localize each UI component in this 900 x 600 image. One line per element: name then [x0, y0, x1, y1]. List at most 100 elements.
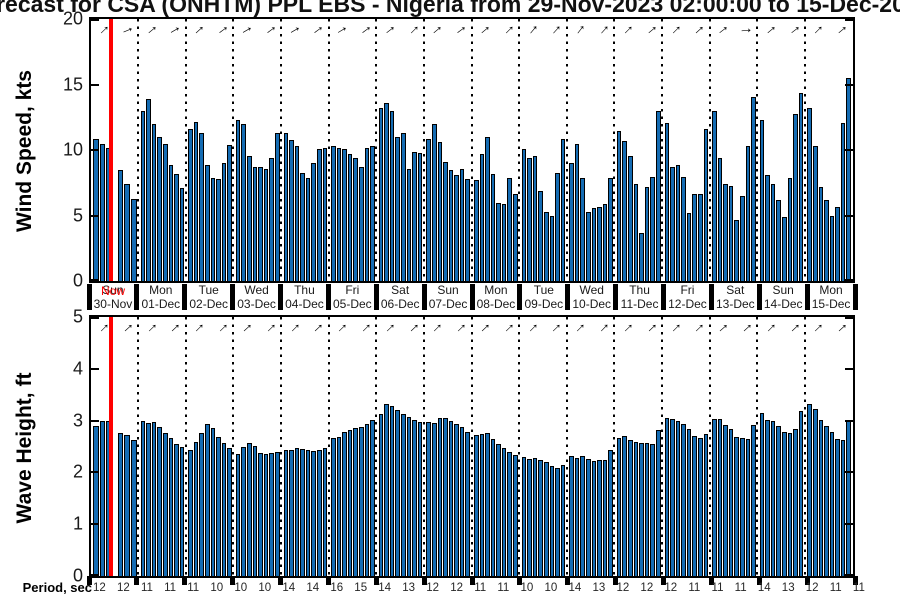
wind-bar: [140, 111, 146, 281]
wind-bar: [485, 137, 490, 281]
wave-day-tick: [708, 576, 714, 585]
day-date-label: 01-Dec: [141, 296, 181, 311]
wind-bar: [527, 158, 532, 281]
wind-bar: [560, 138, 566, 281]
wave-bar: [543, 462, 549, 576]
wind-bar: [305, 177, 311, 281]
day-divider-tick: [852, 284, 858, 310]
wind-bar: [454, 175, 459, 281]
day-divider-tick: [230, 284, 236, 310]
day-label: Tue 02-Dec: [185, 283, 233, 312]
wave-bar: [793, 429, 798, 576]
wave-day-group: [280, 317, 330, 576]
wave-direction-arrows: → → → → → → → → → → → → → → → → → → → → → → → → → → → → → → → →: [91, 315, 853, 338]
wind-bar: [807, 108, 812, 281]
wave-ytick-mark: [91, 523, 99, 526]
wind-bar: [401, 133, 406, 281]
wave-bar: [283, 450, 289, 576]
wave-bar: [401, 413, 406, 576]
wind-bar: [347, 154, 353, 281]
wave-bar: [759, 412, 765, 576]
wind-bar: [294, 146, 300, 281]
wave-bar: [765, 419, 770, 576]
day-date-label: 06-Dec: [380, 296, 420, 311]
wave-ytick-mark: [91, 471, 99, 474]
day-divider-tick: [182, 284, 188, 310]
wind-bar: [479, 154, 485, 281]
wave-bar: [717, 418, 723, 576]
day-label: Tue 09-Dec: [520, 283, 568, 312]
wind-ytick-mark: [91, 83, 99, 86]
wind-bar: [117, 169, 124, 281]
wind-bar: [437, 142, 443, 281]
wave-bar: [263, 454, 269, 576]
wave-ytick-label: 0: [72, 565, 83, 586]
day-boundary-gridline: [708, 317, 711, 576]
day-divider-tick: [661, 284, 666, 310]
wave-bar: [712, 418, 717, 576]
period-value: 13: [402, 582, 416, 594]
day-of-week-label: Sat: [726, 283, 745, 297]
period-value: 11: [164, 582, 177, 594]
wave-bar: [574, 457, 580, 576]
wind-ytick-mark: [91, 149, 99, 151]
day-divider-tick: [86, 284, 92, 310]
day-label: Mon 01-Dec: [137, 283, 185, 312]
wave-bar: [824, 425, 829, 576]
now-label: Now: [100, 284, 125, 298]
wind-ytick-mark: [845, 214, 853, 217]
wind-bar: [501, 204, 507, 281]
wave-bar: [252, 445, 258, 576]
day-label: Sun 14-Dec: [759, 283, 807, 312]
wave-bar: [146, 422, 151, 576]
day-of-week-label: Sun: [772, 283, 794, 297]
wind-bar: [580, 177, 585, 281]
wind-bar: [311, 163, 316, 281]
period-value: 14: [378, 582, 392, 594]
wind-bar: [353, 158, 359, 281]
wind-bar: [322, 147, 328, 281]
wind-bar: [130, 198, 137, 281]
wind-bar: [431, 124, 437, 281]
wind-bar: [723, 184, 728, 281]
wave-bar: [204, 424, 210, 576]
wave-day-group: [756, 317, 806, 576]
wind-bar: [829, 215, 835, 281]
wave-ytick-mark: [845, 574, 853, 576]
wind-bar: [490, 173, 496, 281]
day-of-week-label: Sun: [437, 283, 459, 297]
day-boundary-gridline: [375, 317, 378, 576]
wave-day-group: [803, 317, 853, 576]
wave-bar: [412, 419, 417, 576]
wind-bar: [331, 146, 336, 281]
wind-bar: [776, 200, 782, 281]
wave-day-group: [661, 317, 711, 576]
wind-bar: [712, 111, 717, 281]
day-label: Fri 05-Dec: [328, 283, 376, 312]
wind-bar: [644, 187, 650, 281]
wind-bar: [412, 151, 417, 281]
wave-bar: [740, 438, 745, 576]
wave-bar: [549, 466, 555, 576]
wave-bar: [507, 452, 513, 576]
wave-bar: [384, 404, 389, 576]
day-date-label: 11-Dec: [620, 296, 659, 311]
wind-bar: [426, 138, 431, 281]
wave-bar: [591, 460, 597, 576]
day-boundary-gridline: [803, 19, 806, 281]
day-divider-tick: [134, 284, 140, 310]
wind-bar: [521, 149, 527, 281]
wave-bar: [437, 417, 443, 576]
wave-day-tick: [325, 576, 331, 585]
wave-day-tick: [613, 576, 619, 585]
wave-day-group: [184, 317, 234, 576]
wave-bar: [692, 435, 697, 576]
period-value: 16: [330, 582, 344, 594]
wind-bar: [664, 122, 670, 281]
day-of-week-label: Fri: [345, 283, 360, 297]
period-value: 12: [426, 582, 440, 594]
wave-bar: [597, 460, 602, 576]
wind-ytick-mark: [845, 83, 853, 86]
wave-bar: [829, 431, 835, 576]
day-of-week-label: Sun: [102, 283, 124, 297]
